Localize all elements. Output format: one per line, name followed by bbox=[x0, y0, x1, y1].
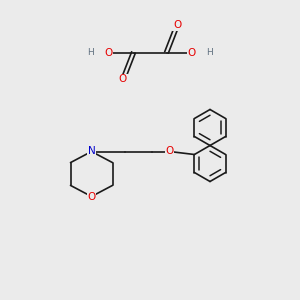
Text: O: O bbox=[104, 47, 112, 58]
Text: N: N bbox=[88, 146, 95, 157]
Text: H: H bbox=[88, 48, 94, 57]
Text: O: O bbox=[173, 20, 181, 31]
Text: H: H bbox=[206, 48, 212, 57]
Text: O: O bbox=[188, 47, 196, 58]
Text: O: O bbox=[165, 146, 174, 157]
Text: O: O bbox=[119, 74, 127, 85]
Text: O: O bbox=[87, 191, 96, 202]
